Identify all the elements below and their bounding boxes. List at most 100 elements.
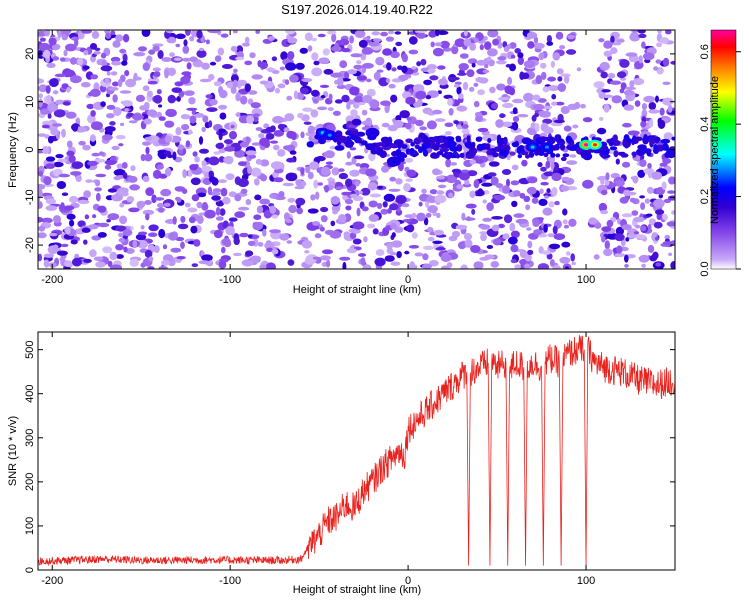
speckle-cell (460, 264, 469, 269)
speckle-cell (597, 175, 608, 181)
speckle-cell (267, 36, 275, 41)
speckle-cell (113, 176, 122, 181)
speckle-cell (382, 48, 393, 56)
speckle-cell (389, 176, 397, 182)
speckle-cell (45, 163, 56, 169)
speckle-cell (462, 183, 472, 188)
speckle-cell (619, 59, 630, 68)
speckle-cell (511, 200, 518, 208)
speckle-cell (318, 57, 330, 64)
speckle-cell (473, 100, 480, 108)
speckle-cell (300, 87, 309, 95)
speckle-cell (432, 240, 443, 244)
speckle-cell (196, 30, 203, 39)
speckle-cell (215, 206, 221, 216)
speckle-cell (252, 221, 263, 231)
speckle-cell (486, 245, 494, 249)
signal-cell (459, 152, 465, 158)
speckle-cell (224, 146, 236, 152)
speckle-cell (124, 108, 129, 113)
speckle-cell (147, 266, 155, 269)
speckle-cell (551, 101, 558, 106)
speckle-cell (307, 45, 313, 52)
speckle-cell (246, 115, 255, 124)
signal-cell (602, 145, 609, 151)
speckle-cell (119, 90, 132, 94)
signal-cell (449, 154, 456, 159)
speckle-cell (110, 71, 118, 76)
speckle-cell (125, 78, 137, 88)
speckle-cell (116, 163, 124, 170)
speckle-cell (245, 199, 252, 206)
speckle-cell (183, 90, 195, 96)
speckle-cell (361, 109, 368, 116)
speckle-cell (428, 30, 437, 38)
speckle-cell (386, 62, 392, 71)
speckle-cell (473, 261, 484, 269)
speckle-cell (662, 158, 672, 164)
speckle-cell (397, 65, 403, 70)
speckle-cell (82, 144, 91, 151)
speckle-cell (295, 179, 302, 187)
speckle-cell (143, 118, 152, 125)
speckle-cell (648, 109, 660, 114)
signal-cell (511, 141, 520, 148)
speckle-cell (57, 30, 62, 39)
speckle-cell (561, 176, 570, 182)
speckle-cell (89, 134, 96, 142)
speckle-cell (607, 72, 616, 79)
speckle-cell (527, 249, 534, 255)
speckle-cell (385, 78, 391, 84)
speckle-cell (432, 47, 444, 57)
speckle-cell (219, 89, 228, 99)
speckle-cell (451, 45, 459, 55)
speckle-cell (198, 260, 210, 265)
speckle-cell (532, 94, 541, 101)
speckle-cell (189, 36, 195, 42)
speckle-cell (83, 239, 88, 245)
feature-core (327, 133, 332, 137)
speckle-cell (119, 215, 128, 225)
speckle-cell (144, 200, 152, 205)
speckle-cell (557, 83, 567, 92)
speckle-cell (108, 87, 119, 91)
speckle-cell (205, 39, 210, 45)
speckle-cell (100, 101, 106, 107)
speckle-cell (317, 33, 326, 38)
speckle-cell (473, 179, 480, 189)
signal-cell (671, 136, 675, 141)
speckle-cell (402, 219, 412, 223)
speckle-cell (71, 123, 79, 132)
speckle-cell (540, 181, 549, 186)
speckle-cell (456, 86, 462, 95)
speckle-cell (598, 116, 604, 121)
speckle-cell (214, 55, 222, 62)
spectrogram-x-ticks: -200 -100 0 100 (41, 30, 595, 286)
speckle-cell (90, 121, 103, 131)
speckle-cell (218, 104, 228, 110)
speckle-cell (502, 102, 514, 109)
x-tick-label: -100 (219, 274, 241, 286)
signal-cell (559, 143, 566, 151)
signal-cell (430, 152, 438, 159)
speckle-cell (346, 102, 351, 110)
speckle-cell (448, 235, 458, 242)
speckle-cell (525, 204, 530, 211)
speckle-cell (422, 263, 432, 269)
speckle-cell (244, 83, 251, 92)
speckle-cell (327, 178, 336, 182)
speckle-cell (74, 38, 79, 47)
speckle-cell (629, 32, 641, 42)
speckle-cell (486, 56, 492, 62)
speckle-cell (118, 232, 124, 238)
speckle-cell (98, 151, 105, 156)
speckle-cell (106, 113, 115, 119)
speckle-cell (157, 202, 164, 208)
speckle-cell (443, 94, 453, 99)
speckle-cell (191, 194, 200, 202)
speckle-cell (207, 30, 217, 33)
speckle-cell (655, 59, 662, 64)
signal-cell (572, 144, 579, 149)
signal-cell (621, 153, 629, 158)
